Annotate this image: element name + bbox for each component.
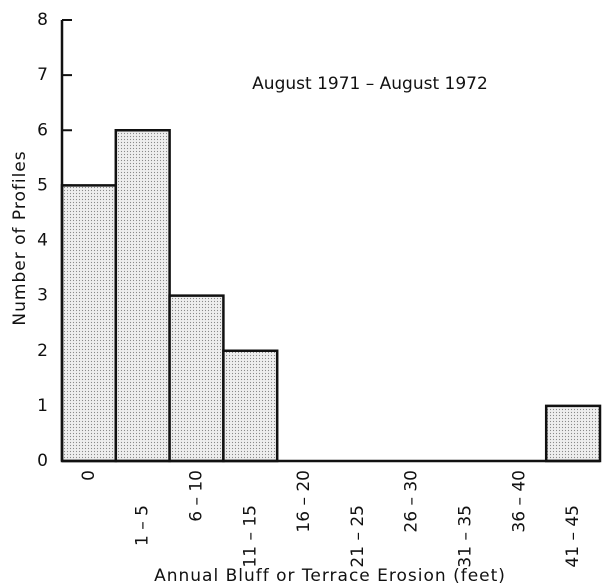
y-tick-label: 6 bbox=[37, 120, 48, 140]
x-tick-label: 41 – 45 bbox=[563, 505, 583, 568]
x-axis-label: Annual Bluff or Terrace Erosion (feet) bbox=[154, 566, 506, 585]
x-tick-label: 0 bbox=[79, 470, 99, 481]
annotation: August 1971 – August 1972 bbox=[252, 74, 488, 94]
x-tick-label: 6 – 10 bbox=[187, 470, 207, 522]
y-tick-label: 1 bbox=[37, 396, 48, 416]
bar bbox=[168, 294, 225, 463]
x-tick-label: 11 – 15 bbox=[240, 505, 260, 568]
y-tick-label: 7 bbox=[37, 65, 48, 85]
x-tick-label: 26 – 30 bbox=[402, 470, 422, 533]
x-tick-label: 31 – 35 bbox=[456, 505, 476, 568]
y-tick-label: 5 bbox=[37, 175, 48, 195]
x-tick-label: 1 – 5 bbox=[133, 505, 153, 546]
x-tick-label: 21 – 25 bbox=[348, 505, 368, 568]
y-axis-label: Number of Profiles bbox=[10, 150, 30, 325]
bar bbox=[544, 404, 602, 463]
bar bbox=[114, 129, 171, 463]
x-tick-label: 36 – 40 bbox=[509, 470, 529, 533]
y-tick-label: 8 bbox=[37, 10, 48, 30]
bar bbox=[60, 184, 118, 463]
bar bbox=[222, 349, 279, 463]
x-tick-label: 16 – 20 bbox=[294, 470, 314, 533]
y-tick-label: 2 bbox=[37, 341, 48, 361]
y-tick-label: 0 bbox=[37, 451, 48, 471]
y-tick-label: 3 bbox=[37, 286, 48, 306]
y-tick-label: 4 bbox=[37, 231, 48, 251]
